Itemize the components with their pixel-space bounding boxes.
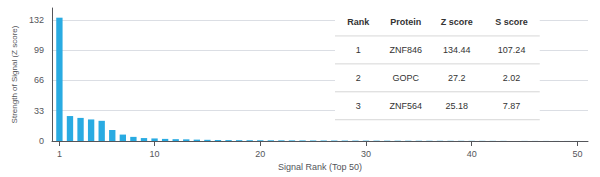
svg-text:50: 50: [572, 149, 582, 159]
svg-text:132: 132: [29, 15, 44, 25]
svg-text:7.87: 7.87: [503, 101, 521, 111]
svg-text:Signal Rank (Top 50): Signal Rank (Top 50): [278, 162, 362, 172]
svg-text:Rank: Rank: [347, 17, 370, 27]
svg-text:40: 40: [467, 149, 477, 159]
svg-text:2: 2: [356, 73, 361, 83]
svg-text:S score: S score: [495, 17, 528, 27]
svg-text:107.24: 107.24: [498, 45, 526, 55]
svg-text:25.18: 25.18: [445, 101, 468, 111]
svg-text:134.44: 134.44: [443, 45, 471, 55]
svg-text:1: 1: [356, 45, 361, 55]
svg-text:3: 3: [356, 101, 361, 111]
svg-text:1: 1: [57, 149, 62, 159]
svg-text:27.2: 27.2: [448, 73, 466, 83]
svg-text:Z score: Z score: [441, 17, 473, 27]
svg-text:ZNF846: ZNF846: [390, 45, 423, 55]
svg-text:Protein: Protein: [390, 17, 421, 27]
svg-text:GOPC: GOPC: [393, 73, 420, 83]
svg-text:0: 0: [39, 136, 44, 146]
svg-text:33: 33: [34, 106, 44, 116]
svg-text:Strength of Signal (Z score): Strength of Signal (Z score): [10, 25, 19, 123]
svg-text:2.02: 2.02: [503, 73, 521, 83]
svg-text:66: 66: [34, 75, 44, 85]
svg-text:10: 10: [150, 149, 160, 159]
svg-text:99: 99: [34, 45, 44, 55]
svg-text:ZNF564: ZNF564: [390, 101, 423, 111]
svg-text:20: 20: [255, 149, 265, 159]
svg-text:30: 30: [361, 149, 371, 159]
